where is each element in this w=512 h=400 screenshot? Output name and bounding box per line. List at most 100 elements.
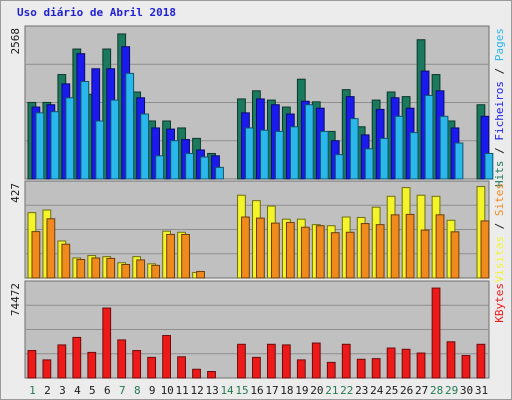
day-label-29: 29 xyxy=(445,384,458,397)
legend-kbytes: KBytes xyxy=(493,283,506,323)
day-label-2: 2 xyxy=(44,384,51,397)
bar-kbytes-day-15 xyxy=(237,343,246,379)
legend-files: Ficheiros xyxy=(493,81,506,141)
bar-sites-day-6 xyxy=(106,257,116,279)
legend-pages: Pages xyxy=(493,28,506,61)
legend-separator: / xyxy=(493,141,506,161)
bar-kbytes-day-21 xyxy=(326,361,336,379)
day-label-28: 28 xyxy=(430,384,443,397)
bar-sites-day-16 xyxy=(256,217,265,279)
day-label-7: 7 xyxy=(119,384,126,397)
bar-kbytes-day-30 xyxy=(461,355,471,379)
bar-pages-day-24 xyxy=(379,137,389,180)
day-label-1: 1 xyxy=(29,384,36,397)
bar-pages-day-15 xyxy=(245,127,254,180)
bar-pages-day-13 xyxy=(215,166,224,180)
bar-sites-day-3 xyxy=(61,243,71,279)
bar-pages-day-12 xyxy=(200,156,209,180)
day-label-22: 22 xyxy=(340,384,353,397)
panel-2-legend: Visitas / Sites xyxy=(493,183,506,282)
bar-kbytes-day-6 xyxy=(102,307,112,379)
bar-kbytes-day-10 xyxy=(162,335,171,379)
legend-visits: Visitas xyxy=(493,236,506,282)
bar-kbytes-day-22 xyxy=(341,343,351,379)
day-label-10: 10 xyxy=(161,384,174,397)
bar-pages-day-31 xyxy=(484,152,494,180)
day-label-21: 21 xyxy=(325,384,338,397)
panel-1-ymax-label: 2568 xyxy=(9,28,22,55)
bar-pages-day-16 xyxy=(260,129,269,180)
day-label-4: 4 xyxy=(74,384,81,397)
bar-sites-day-20 xyxy=(315,225,325,279)
day-label-19: 19 xyxy=(295,384,308,397)
bar-sites-day-24 xyxy=(375,224,385,279)
bar-pages-day-23 xyxy=(364,148,374,180)
day-label-12: 12 xyxy=(191,384,204,397)
bar-kbytes-day-9 xyxy=(147,356,157,379)
bar-sites-day-11 xyxy=(181,233,190,279)
bar-sites-day-28 xyxy=(435,214,445,279)
bar-sites-day-5 xyxy=(91,257,101,279)
bar-kbytes-day-1 xyxy=(27,350,37,379)
bar-kbytes-day-18 xyxy=(281,344,291,379)
bar-sites-day-23 xyxy=(360,223,370,279)
chart-title: Uso diário de Abril 2018 xyxy=(17,6,176,19)
bar-sites-day-19 xyxy=(300,226,310,279)
bar-sites-day-1 xyxy=(31,231,41,279)
bar-kbytes-day-23 xyxy=(356,358,366,379)
day-label-25: 25 xyxy=(385,384,398,397)
day-label-26: 26 xyxy=(400,384,413,397)
bar-pages-day-22 xyxy=(349,118,359,180)
bar-kbytes-day-7 xyxy=(117,339,127,379)
bar-kbytes-day-31 xyxy=(476,343,486,379)
bar-pages-day-5 xyxy=(95,120,105,180)
day-label-6: 6 xyxy=(104,384,111,397)
legend-sites: Sites xyxy=(493,183,506,216)
bar-kbytes-day-2 xyxy=(42,359,52,379)
day-label-11: 11 xyxy=(176,384,189,397)
legend-hits: Hits xyxy=(493,160,506,187)
bar-kbytes-day-13 xyxy=(207,371,216,379)
bar-sites-day-25 xyxy=(390,214,400,279)
bar-kbytes-day-28 xyxy=(431,287,441,379)
bar-kbytes-day-26 xyxy=(401,348,411,379)
bar-sites-day-12 xyxy=(196,270,205,279)
bar-sites-day-26 xyxy=(405,213,415,279)
bar-kbytes-day-27 xyxy=(416,352,426,379)
bar-sites-day-4 xyxy=(76,258,86,279)
panel-2-ymax-label: 427 xyxy=(9,183,22,203)
bar-pages-day-6 xyxy=(110,99,120,180)
panel-1-legend: Hits / Ficheiros / Pages xyxy=(493,28,506,187)
day-label-30: 30 xyxy=(460,384,473,397)
legend-separator: / xyxy=(493,216,506,236)
bar-pages-day-29 xyxy=(454,142,464,180)
bar-kbytes-day-19 xyxy=(296,359,306,379)
bar-kbytes-day-3 xyxy=(57,344,67,379)
day-label-23: 23 xyxy=(355,384,368,397)
day-label-16: 16 xyxy=(250,384,263,397)
bar-pages-day-9 xyxy=(155,155,165,180)
bar-kbytes-day-25 xyxy=(386,347,396,379)
bar-sites-day-31 xyxy=(480,220,490,279)
bar-sites-day-7 xyxy=(121,263,131,279)
bar-kbytes-day-12 xyxy=(192,368,201,379)
bar-pages-day-19 xyxy=(304,104,314,180)
day-label-15: 15 xyxy=(235,384,248,397)
bar-kbytes-day-29 xyxy=(446,341,456,379)
bar-pages-day-7 xyxy=(125,72,135,180)
bar-sites-day-22 xyxy=(345,231,355,279)
bar-sites-day-15 xyxy=(241,216,250,279)
bar-pages-day-18 xyxy=(289,126,299,180)
bar-kbytes-day-24 xyxy=(371,358,381,379)
bar-sites-day-10 xyxy=(166,233,175,279)
bar-pages-day-11 xyxy=(185,152,194,180)
day-label-20: 20 xyxy=(310,384,323,397)
panel-3-ymax-label: 74472 xyxy=(9,283,22,316)
bar-pages-day-20 xyxy=(319,130,329,180)
bar-sites-day-2 xyxy=(46,218,56,279)
bar-sites-day-17 xyxy=(270,222,280,279)
bar-pages-day-10 xyxy=(170,140,179,180)
bar-kbytes-day-5 xyxy=(87,351,97,379)
bar-pages-day-21 xyxy=(334,154,344,180)
